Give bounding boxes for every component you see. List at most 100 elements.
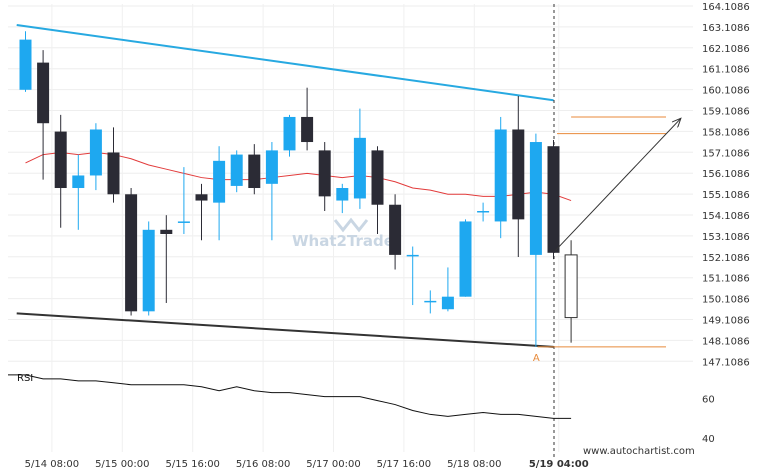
candle bbox=[424, 290, 437, 314]
candle-body bbox=[107, 152, 120, 195]
rsi-tick-label: 60 bbox=[702, 395, 715, 406]
resistance-line bbox=[16, 23, 554, 102]
rsi-tick-label: 40 bbox=[702, 434, 715, 445]
candle-body bbox=[160, 229, 173, 234]
candle bbox=[89, 123, 102, 191]
x-tick-label: 5/16 08:00 bbox=[236, 459, 290, 470]
candle-body bbox=[547, 146, 560, 253]
y-tick-label: 150.1086 bbox=[702, 295, 750, 306]
candle bbox=[477, 202, 490, 222]
candle bbox=[54, 114, 67, 228]
x-tick-label: 5/15 16:00 bbox=[165, 459, 219, 470]
candle bbox=[107, 127, 120, 203]
candle-body bbox=[125, 194, 138, 312]
candle bbox=[336, 183, 349, 214]
y-tick-label: 148.1086 bbox=[702, 336, 750, 347]
y-tick-label: 164.1086 bbox=[702, 2, 750, 13]
candle bbox=[494, 116, 507, 239]
y-tick-label: 157.1086 bbox=[702, 148, 750, 159]
candle bbox=[142, 221, 155, 316]
moving-average bbox=[25, 151, 572, 202]
y-tick-label: 162.1086 bbox=[702, 44, 750, 55]
rsi-line bbox=[8, 374, 572, 419]
y-tick-label: 158.1086 bbox=[702, 127, 750, 138]
candle-body bbox=[371, 150, 384, 205]
candle bbox=[177, 167, 190, 234]
trendlines bbox=[16, 23, 554, 348]
y-tick-label: 151.1086 bbox=[702, 274, 750, 285]
candle bbox=[213, 146, 226, 241]
y-tick-label: 155.1086 bbox=[702, 190, 750, 201]
candle bbox=[353, 108, 366, 209]
y-tick-label: 152.1086 bbox=[702, 253, 750, 264]
candle bbox=[547, 139, 560, 260]
candle bbox=[265, 142, 278, 241]
support-line bbox=[16, 312, 554, 348]
chart-grid bbox=[8, 4, 693, 458]
candle-body bbox=[389, 204, 402, 255]
candle bbox=[318, 142, 331, 211]
candle bbox=[389, 194, 402, 270]
levels: A bbox=[533, 116, 680, 364]
candle bbox=[283, 114, 296, 157]
y-tick-label: 160.1086 bbox=[702, 86, 750, 97]
y-tick-label: 163.1086 bbox=[702, 23, 750, 34]
watermark-icon bbox=[333, 217, 369, 233]
candle-body bbox=[441, 296, 454, 310]
candle-body bbox=[529, 142, 542, 255]
y-tick-label: 161.1086 bbox=[702, 65, 750, 76]
x-tick-label: 5/17 00:00 bbox=[306, 459, 360, 470]
candle-body bbox=[230, 154, 243, 186]
x-tick-label: 5/17 16:00 bbox=[377, 459, 431, 470]
candle bbox=[371, 146, 384, 234]
candle bbox=[441, 267, 454, 312]
candle-body bbox=[494, 129, 507, 222]
candle-body bbox=[353, 137, 366, 199]
candle bbox=[512, 96, 525, 257]
candle-body bbox=[37, 62, 50, 124]
candle-body bbox=[512, 129, 525, 220]
rsi-label: RSI bbox=[17, 373, 33, 384]
watermark-text: What2Trade bbox=[292, 232, 394, 250]
candle bbox=[19, 31, 32, 92]
candle-body bbox=[318, 150, 331, 197]
candle-body bbox=[283, 116, 296, 151]
candle bbox=[459, 219, 472, 297]
candle-body bbox=[424, 300, 437, 303]
candle-body bbox=[301, 116, 314, 143]
x-tick-label: 5/15 00:00 bbox=[95, 459, 149, 470]
candle-body bbox=[336, 188, 349, 201]
candle bbox=[195, 183, 208, 241]
y-tick-label: 156.1086 bbox=[702, 169, 750, 180]
candle bbox=[230, 150, 243, 193]
rsi-panel: RSI 60 40 bbox=[8, 373, 715, 445]
candle bbox=[406, 246, 419, 306]
candle-body bbox=[19, 39, 32, 90]
candle bbox=[125, 188, 138, 316]
source-text: www.autochartist.com bbox=[583, 446, 695, 457]
candle-body bbox=[265, 150, 278, 184]
candle-body bbox=[195, 194, 208, 201]
candle bbox=[301, 87, 314, 151]
candle bbox=[37, 50, 50, 180]
candle-body bbox=[177, 221, 190, 223]
projection-arrow bbox=[554, 119, 680, 252]
y-tick-label: 159.1086 bbox=[702, 107, 750, 118]
candle bbox=[72, 154, 85, 230]
candle-body bbox=[213, 160, 226, 203]
x-tick-label: 5/18 08:00 bbox=[447, 459, 501, 470]
y-tick-label: 154.1086 bbox=[702, 211, 750, 222]
x-tick-label: 5/14 08:00 bbox=[25, 459, 79, 470]
candle-body bbox=[477, 210, 490, 213]
y-tick-label: 149.1086 bbox=[702, 316, 750, 327]
candle-body bbox=[89, 129, 102, 176]
point-label: A bbox=[533, 353, 540, 364]
ma-line bbox=[25, 151, 572, 202]
candle bbox=[529, 133, 542, 347]
candle bbox=[160, 215, 173, 303]
candle-body bbox=[142, 229, 155, 312]
candle-body bbox=[54, 131, 67, 189]
candle-body bbox=[248, 154, 261, 189]
x-axis: 5/14 08:00 5/15 00:00 5/15 16:00 5/16 08:00… bbox=[25, 459, 589, 470]
